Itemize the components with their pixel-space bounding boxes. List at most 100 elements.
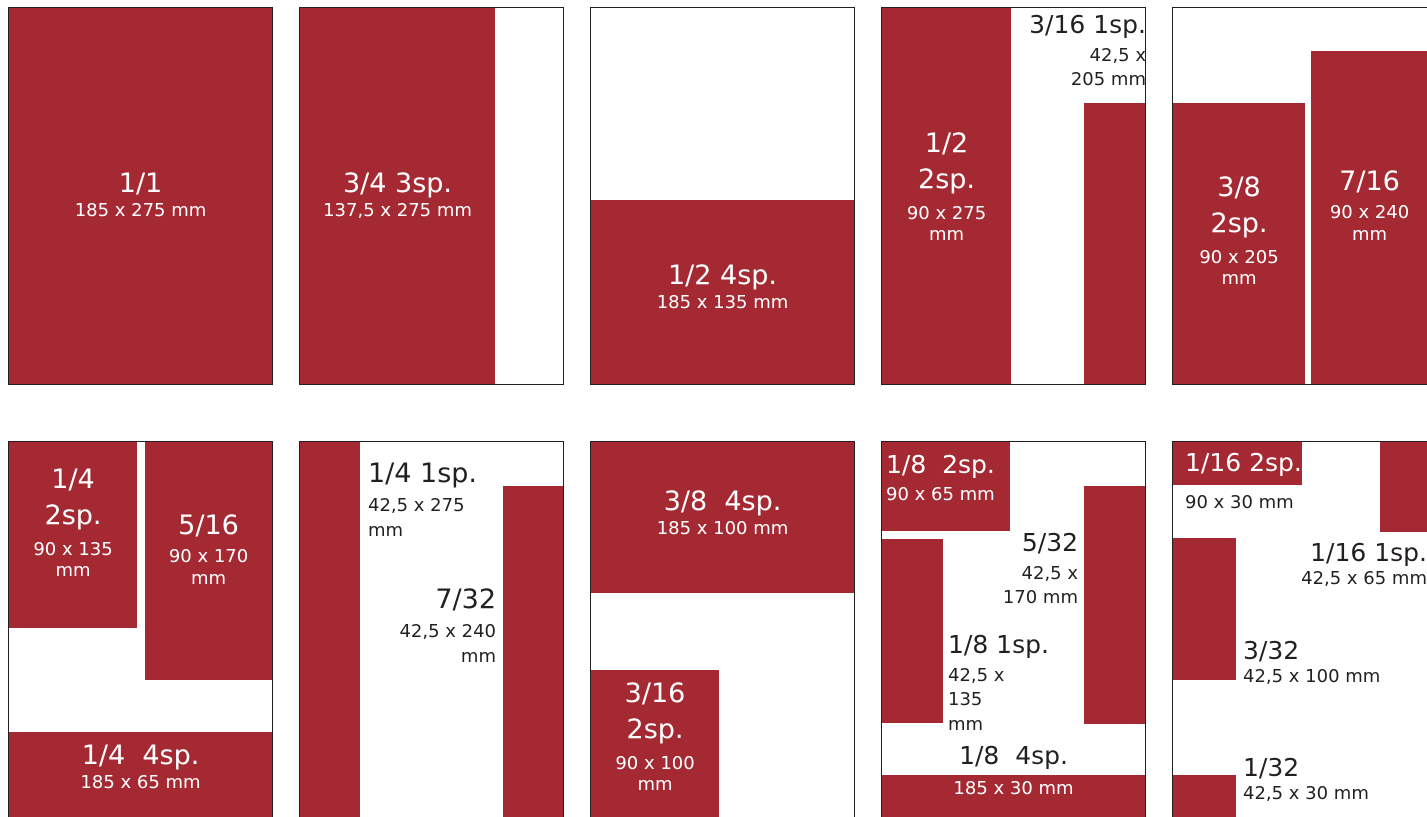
ad-size: 42,5 x 30 mm (1243, 783, 1369, 804)
ad-page-three-quarter: 3/4 3sp. 137,5 x 275 mm (299, 7, 564, 385)
ad-fraction: 1/8 4sp. (959, 741, 1068, 770)
ad-size: 42,5 x 240 mm (399, 621, 496, 667)
ad-block-3-16-1sp (1084, 103, 1145, 384)
ad-label-1-4-2sp: 1/4 2sp. 90 x 135 mm (9, 462, 137, 582)
ad-page-eighths: 1/8 2sp. 90 x 65 mm 1/8 1sp. 42,5 x 135 … (881, 441, 1146, 817)
ad-size: 42,5 x 170 mm (1002, 563, 1078, 609)
ad-block-1-4-1sp (300, 442, 360, 817)
ad-block-1-8-2sp (882, 442, 1010, 531)
ad-fraction: 1/1 (118, 168, 163, 199)
ad-size: 90 x 240 mm (1329, 202, 1410, 245)
ad-size: 42,5 x 205 mm (1070, 45, 1146, 91)
ad-size: 90 x 205 mm (1199, 246, 1279, 290)
ad-block-5-32 (1084, 486, 1145, 724)
ad-label-1-16-2sp-title: 1/16 2sp. (1185, 448, 1303, 478)
ad-size: 90 x 135 mm (33, 538, 113, 582)
ad-label-3-8-4sp: 3/8 4sp. 185 x 100 mm (591, 486, 854, 540)
ad-label-3-4: 3/4 3sp. 137,5 x 275 mm (300, 168, 495, 222)
ad-block-3-32 (1173, 538, 1236, 680)
ad-size: 90 x 65 mm (886, 484, 995, 505)
ad-size: 137,5 x 275 mm (323, 200, 472, 222)
ad-fraction: 1/32 (1243, 753, 1300, 782)
ad-block-1-2-2sp (882, 8, 1011, 384)
ad-fraction: 3/4 3sp. (342, 168, 452, 199)
ad-size: 185 x 30 mm (953, 778, 1074, 799)
ad-label-1-4-1sp: 1/4 1sp. 42,5 x 275 mm (368, 458, 488, 543)
ad-label-1-32: 1/32 42,5 x 30 mm (1243, 753, 1423, 805)
ad-block-3-8-4sp (591, 442, 854, 593)
ad-label-1-8-4sp-size: 185 x 30 mm (882, 778, 1145, 800)
ad-fraction: 3/16 1sp. (1029, 10, 1146, 39)
ad-label-5-32: 5/32 42,5 x 170 mm (972, 528, 1078, 611)
ad-size: 42,5 x 275 mm (368, 495, 465, 541)
ad-fraction: 1/2 2sp. (918, 128, 975, 196)
ad-fraction: 3/8 4sp. (663, 486, 782, 517)
ad-size: 42,5 x 135 mm (948, 665, 1005, 735)
ad-fraction: 1/16 1sp. (1310, 538, 1427, 567)
ad-block-1-2-4sp (591, 200, 854, 384)
ad-fraction: 1/16 2sp. (1185, 448, 1302, 477)
ad-fraction: 3/8 2sp. (1210, 172, 1268, 240)
ad-fraction: 1/8 2sp. (886, 450, 995, 479)
ad-page-sixteenths: 1/16 2sp. 90 x 30 mm 1/16 1sp. 42,5 x 65… (1172, 441, 1427, 817)
ad-label-3-32: 3/32 42,5 x 100 mm (1243, 636, 1423, 688)
ad-label-1-2-4sp: 1/2 4sp. 185 x 135 mm (591, 260, 854, 314)
ad-fraction: 5/32 (1021, 528, 1078, 557)
ad-label-3-16-2sp: 3/16 2sp. 90 x 100 mm (591, 676, 719, 796)
ad-size: 185 x 100 mm (656, 518, 789, 540)
ad-page-half-vertical: 1/2 2sp. 90 x 275 mm 3/16 1sp. 42,5 x 20… (881, 7, 1146, 385)
ad-block-1-8-1sp (882, 539, 943, 723)
ad-label-1-16-2sp-size: 90 x 30 mm (1185, 492, 1315, 514)
ad-block-5-16 (145, 442, 272, 680)
ad-fraction: 3/16 2sp. (624, 678, 686, 746)
ad-page-three-eighths-horizontal: 3/8 4sp. 185 x 100 mm 3/16 2sp. 90 x 100… (590, 441, 855, 817)
ad-label-1-8-2sp: 1/8 2sp. 90 x 65 mm (886, 450, 1010, 506)
ad-label-1-16-1sp: 1/16 1sp. 42,5 x 65 mm (1253, 538, 1427, 590)
ad-label-7-32: 7/32 42,5 x 240 mm (380, 584, 496, 669)
ad-size: 185 x 275 mm (74, 200, 207, 222)
ad-fraction: 1/8 1sp. (948, 630, 1049, 659)
ad-block-7-16 (1311, 51, 1427, 384)
ad-size: 90 x 170 mm (168, 546, 249, 589)
ad-block-1-1 (9, 8, 272, 384)
ad-size: 185 x 65 mm (80, 772, 201, 794)
ad-size: 90 x 100 mm (615, 752, 695, 796)
ad-block-3-8-2sp (1173, 103, 1305, 384)
ad-fraction: 3/32 (1243, 636, 1300, 665)
ad-label-1-1: 1/1 185 x 275 mm (9, 168, 272, 222)
ad-size: 90 x 275 mm (906, 202, 987, 246)
ad-fraction: 1/2 4sp. (667, 260, 777, 291)
ad-size: 90 x 30 mm (1185, 492, 1294, 513)
ad-label-5-16: 5/16 90 x 170 mm (145, 510, 272, 590)
ad-page-full: 1/1 185 x 275 mm (8, 7, 273, 385)
ad-label-3-8-2sp: 3/8 2sp. 90 x 205 mm (1173, 170, 1305, 290)
ad-fraction: 1/4 4sp. (81, 740, 200, 771)
ad-size: 42,5 x 100 mm (1243, 666, 1381, 687)
ad-label-1-4-4sp: 1/4 4sp. 185 x 65 mm (9, 740, 272, 794)
ad-fraction: 7/32 (435, 584, 496, 615)
ad-fraction: 1/4 1sp. (368, 458, 478, 489)
ad-label-1-8-4sp-title: 1/8 4sp. (882, 741, 1145, 771)
ad-label-7-16: 7/16 90 x 240 mm (1311, 166, 1427, 246)
ad-block-1-8-4sp (882, 775, 1145, 817)
ad-page-quarter-narrow: 1/4 1sp. 42,5 x 275 mm 7/32 42,5 x 240 m… (299, 441, 564, 817)
ad-size: 42,5 x 65 mm (1301, 568, 1427, 589)
ad-block-1-16-2sp (1173, 442, 1302, 485)
ad-label-3-16-1sp: 3/16 1sp. 42,5 x 205 mm (1010, 10, 1146, 93)
ad-label-1-2-2sp: 1/2 2sp. 90 x 275 mm (882, 126, 1011, 246)
ad-block-3-4 (300, 8, 495, 384)
ad-block-1-4-4sp (9, 732, 272, 817)
ad-label-1-8-1sp: 1/8 1sp. 42,5 x 135 mm (948, 630, 1068, 737)
ad-fraction: 5/16 (178, 510, 239, 541)
ad-fraction: 1/4 2sp. (44, 464, 102, 532)
ad-block-7-32 (503, 486, 563, 817)
ad-fraction: 7/16 (1339, 166, 1400, 197)
ad-page-three-eighths: 3/8 2sp. 90 x 205 mm 7/16 90 x 240 mm (1172, 7, 1427, 385)
ad-block-1-32 (1173, 775, 1236, 817)
ad-page-half-horizontal: 1/2 4sp. 185 x 135 mm (590, 7, 855, 385)
ad-block-1-16-1sp (1380, 442, 1427, 532)
ad-page-quarter-mix: 1/4 2sp. 90 x 135 mm 5/16 90 x 170 mm 1/… (8, 441, 273, 817)
ad-size: 185 x 135 mm (656, 292, 789, 314)
ad-block-3-16-2sp (591, 670, 719, 817)
ad-block-1-4-2sp (9, 442, 137, 628)
